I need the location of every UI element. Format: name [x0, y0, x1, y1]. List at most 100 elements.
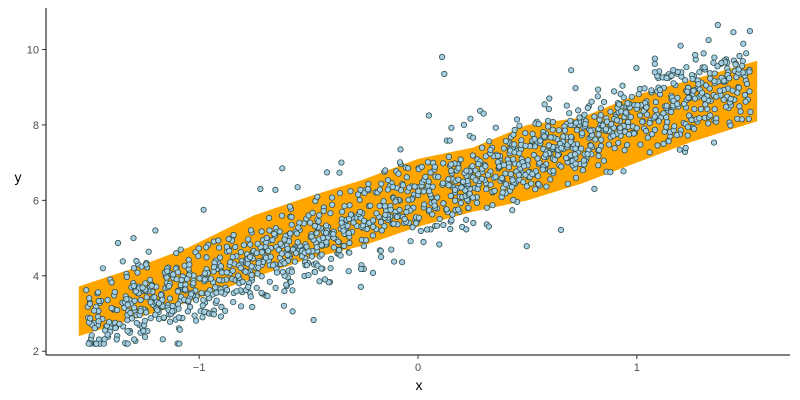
data-point	[560, 133, 567, 140]
data-point	[737, 108, 744, 115]
data-point	[169, 308, 176, 315]
data-point	[287, 278, 294, 286]
data-point	[265, 214, 273, 222]
data-point	[516, 150, 523, 157]
data-point	[288, 221, 295, 228]
data-point	[524, 157, 532, 164]
data-point	[716, 87, 723, 94]
data-point	[482, 153, 489, 160]
data-point	[568, 67, 575, 74]
data-point	[563, 102, 570, 109]
data-point	[293, 230, 300, 237]
data-point	[114, 239, 122, 247]
data-point	[646, 120, 653, 127]
data-point	[523, 183, 531, 190]
data-point	[692, 51, 699, 59]
data-point	[305, 271, 312, 279]
data-point	[192, 297, 200, 304]
data-point	[550, 167, 557, 174]
data-point	[381, 203, 389, 210]
data-point	[321, 276, 329, 283]
data-point	[289, 287, 296, 294]
data-point	[329, 201, 336, 208]
data-point	[528, 180, 535, 187]
data-point	[417, 227, 424, 235]
data-point	[294, 184, 301, 191]
data-point	[545, 142, 552, 149]
data-point	[114, 306, 121, 314]
data-point	[567, 117, 574, 124]
data-point	[88, 332, 95, 339]
data-point	[448, 124, 455, 131]
data-point	[399, 182, 407, 189]
data-point	[484, 172, 492, 179]
data-point	[579, 167, 587, 174]
data-point	[663, 102, 670, 109]
data-point	[111, 288, 118, 296]
data-point	[563, 155, 570, 162]
data-point	[707, 112, 714, 119]
x-tick-label: −1	[193, 362, 206, 374]
data-point	[86, 300, 94, 307]
data-point	[643, 111, 651, 118]
data-point	[357, 283, 364, 290]
data-point	[670, 80, 677, 87]
data-point	[382, 167, 389, 174]
data-point	[702, 82, 710, 89]
data-point	[292, 250, 300, 257]
data-point	[313, 230, 320, 237]
data-point	[455, 206, 462, 213]
data-point	[668, 72, 675, 79]
data-point	[511, 141, 518, 148]
y-tick-label: 8	[33, 120, 39, 132]
data-point	[378, 227, 385, 234]
data-point	[238, 303, 245, 310]
data-point	[254, 270, 261, 277]
data-point	[499, 189, 506, 196]
data-point	[469, 134, 477, 141]
data-point	[338, 208, 346, 215]
data-point	[377, 253, 385, 260]
data-point	[200, 206, 207, 213]
data-point	[447, 192, 454, 199]
data-point	[390, 258, 398, 265]
data-point	[738, 116, 746, 123]
data-point	[513, 116, 521, 123]
data-point	[660, 110, 667, 117]
data-point	[564, 180, 572, 187]
data-point	[195, 245, 202, 252]
data-point	[253, 250, 260, 257]
data-point	[159, 336, 166, 343]
data-point	[124, 301, 131, 308]
data-point	[651, 60, 658, 68]
data-point	[747, 108, 754, 116]
data-point	[478, 175, 486, 182]
data-point	[558, 145, 565, 152]
data-point	[615, 101, 623, 108]
data-point	[217, 263, 224, 270]
y-tick-label: 2	[33, 346, 39, 358]
data-point	[230, 231, 237, 239]
data-point	[435, 173, 442, 180]
data-point	[396, 159, 404, 166]
data-point	[365, 180, 372, 188]
data-point	[191, 312, 198, 319]
data-point	[639, 118, 646, 125]
data-point	[448, 217, 455, 224]
data-point	[327, 265, 334, 272]
data-point	[141, 333, 149, 341]
data-point	[392, 198, 399, 205]
data-point	[213, 297, 220, 304]
data-point	[322, 229, 330, 236]
data-point	[646, 149, 653, 156]
data-point	[486, 138, 493, 145]
data-point	[624, 118, 632, 126]
data-point	[544, 117, 552, 124]
data-point	[682, 77, 689, 84]
data-point	[313, 244, 320, 251]
data-point	[469, 194, 476, 201]
data-point	[130, 265, 137, 272]
data-point	[683, 64, 690, 71]
data-point	[714, 21, 721, 29]
data-point	[498, 175, 505, 182]
